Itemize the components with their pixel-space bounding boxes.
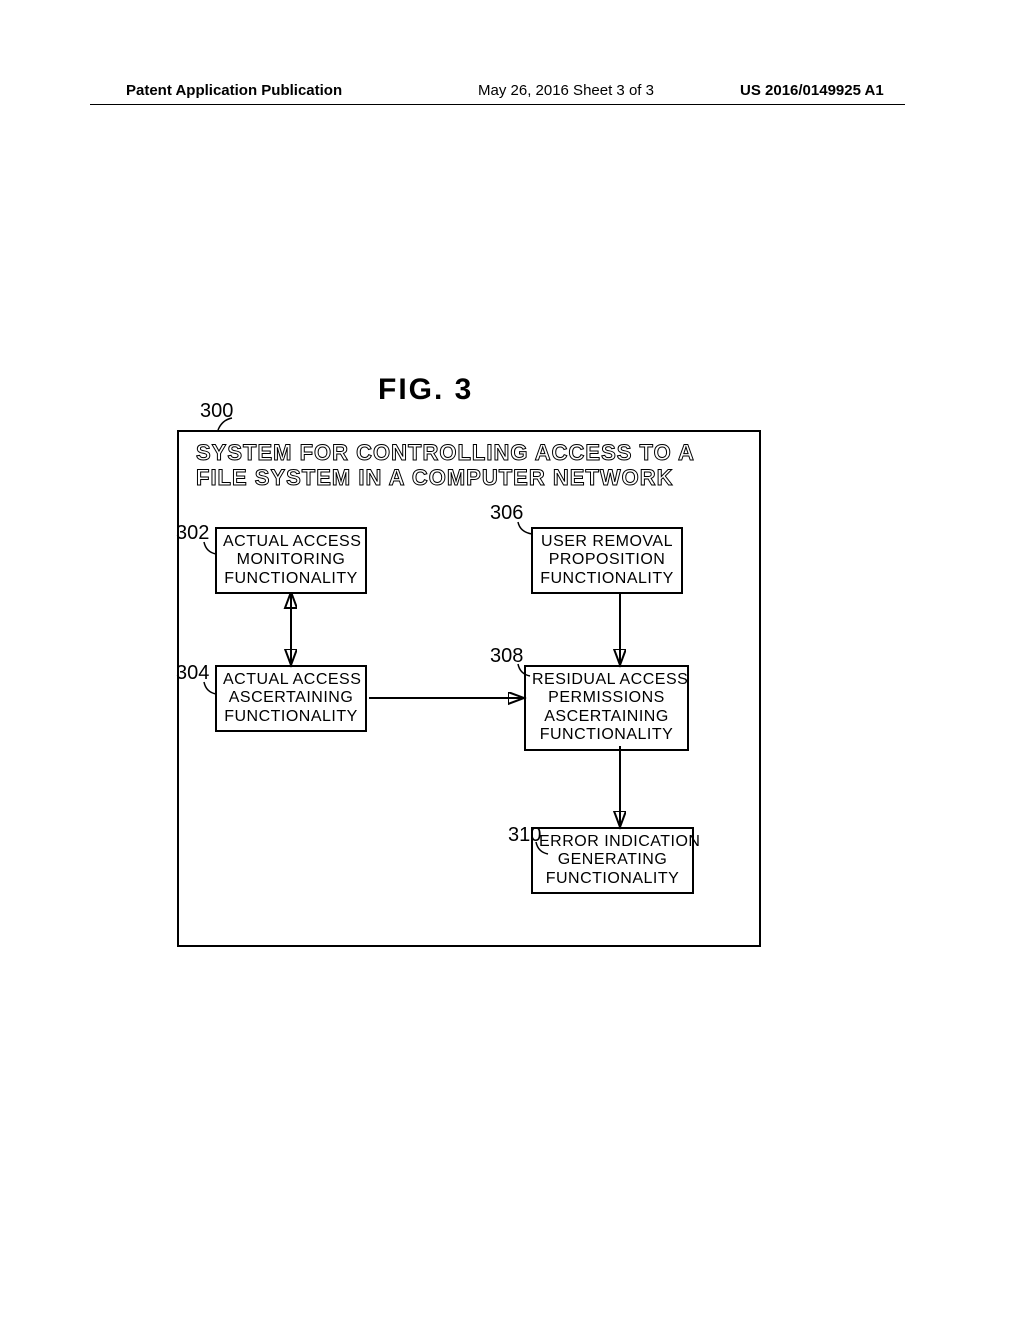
header-left: Patent Application Publication — [126, 82, 342, 99]
box-residual-access-permissions: RESIDUAL ACCESS PERMISSIONS ASCERTAINING… — [524, 665, 689, 751]
figure-title: FIG. 3 — [378, 373, 473, 407]
page-header: Patent Application Publication May 26, 2… — [0, 82, 1024, 106]
box-304-line3: FUNCTIONALITY — [223, 708, 359, 726]
ref-300-label: 300 — [200, 400, 233, 423]
system-title-line1: SYSTEM FOR CONTROLLING ACCESS TO A — [196, 440, 695, 465]
box-308-line3: ASCERTAINING — [532, 708, 681, 726]
box-304-line1: ACTUAL ACCESS — [223, 671, 359, 689]
box-error-indication-generating: ERROR INDICATION GENERATING FUNCTIONALIT… — [531, 827, 694, 894]
header-right: US 2016/0149925 A1 — [740, 82, 884, 99]
box-302-line2: MONITORING — [223, 551, 359, 569]
box-306-line1: USER REMOVAL — [539, 533, 675, 551]
box-310-line2: GENERATING — [539, 851, 686, 869]
box-306-line2: PROPOSITION — [539, 551, 675, 569]
box-actual-access-monitoring: ACTUAL ACCESS MONITORING FUNCTIONALITY — [215, 527, 367, 594]
box-actual-access-ascertaining: ACTUAL ACCESS ASCERTAINING FUNCTIONALITY — [215, 665, 367, 732]
ref-304-label: 304 — [176, 662, 209, 685]
box-304-line2: ASCERTAINING — [223, 689, 359, 707]
ref-310-label: 310 — [508, 824, 541, 847]
box-310-line1: ERROR INDICATION — [539, 833, 686, 851]
box-308-line1: RESIDUAL ACCESS — [532, 671, 681, 689]
ref-302-label: 302 — [176, 522, 209, 545]
ref-308-label: 308 — [490, 645, 523, 668]
box-302-line3: FUNCTIONALITY — [223, 570, 359, 588]
system-title-line2: FILE SYSTEM IN A COMPUTER NETWORK — [196, 465, 673, 490]
page: Patent Application Publication May 26, 2… — [0, 0, 1024, 1320]
system-title: SYSTEM FOR CONTROLLING ACCESS TO A FILE … — [196, 440, 736, 491]
box-308-line4: FUNCTIONALITY — [532, 726, 681, 744]
box-user-removal-proposition: USER REMOVAL PROPOSITION FUNCTIONALITY — [531, 527, 683, 594]
box-308-line2: PERMISSIONS — [532, 689, 681, 707]
header-middle: May 26, 2016 Sheet 3 of 3 — [478, 82, 654, 99]
box-302-line1: ACTUAL ACCESS — [223, 533, 359, 551]
ref-306-label: 306 — [490, 502, 523, 525]
box-310-line3: FUNCTIONALITY — [539, 870, 686, 888]
box-306-line3: FUNCTIONALITY — [539, 570, 675, 588]
header-rule — [90, 104, 905, 105]
